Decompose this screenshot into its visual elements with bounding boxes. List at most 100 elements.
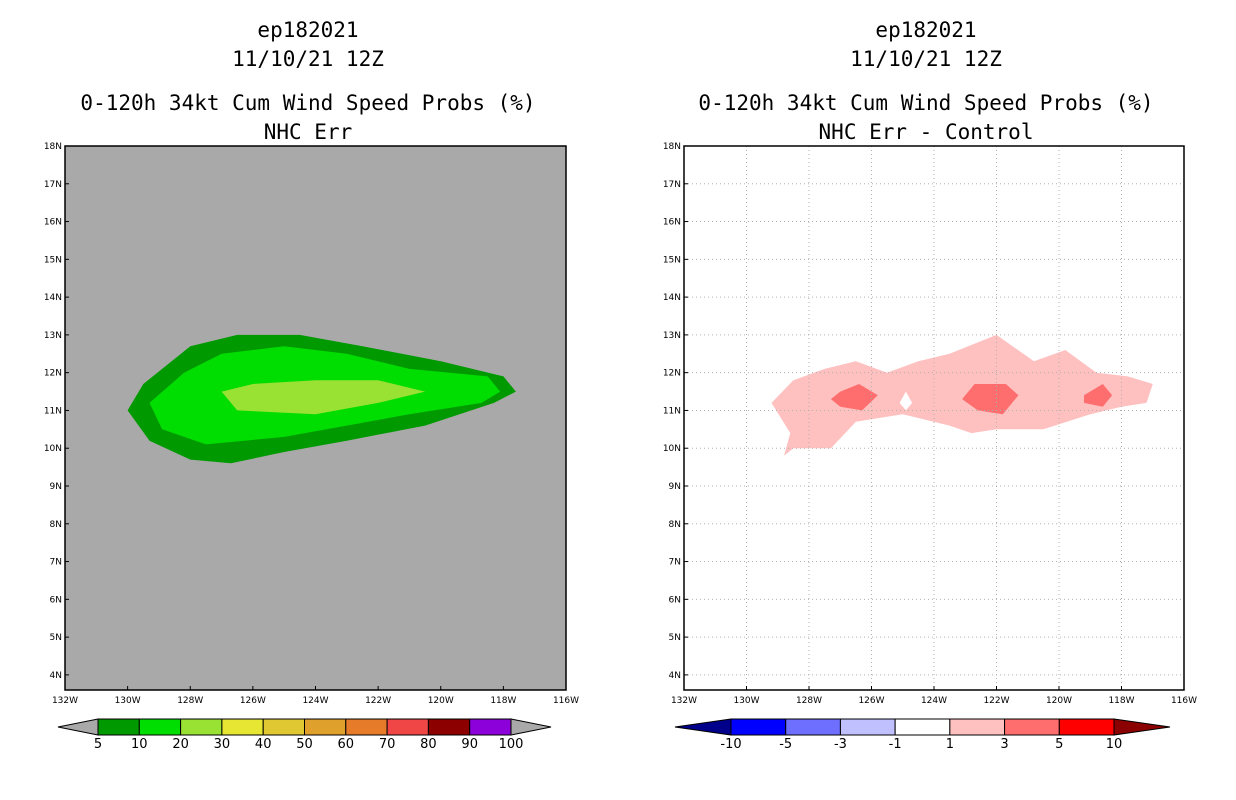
y-tick-label: 16N [663, 218, 681, 228]
y-tick-label: 12N [44, 369, 62, 379]
colorbar-label: 1 [946, 737, 954, 752]
colorbar-label: 90 [461, 737, 478, 752]
x-tick-label: 126W [858, 696, 884, 706]
y-tick-label: 7N [669, 558, 681, 568]
y-tick-label: 6N [50, 595, 62, 605]
y-tick-label: 4N [50, 671, 62, 681]
y-tick-label: 15N [44, 255, 62, 265]
colorbar-box-0 [97, 718, 140, 736]
colorbar-label: 30 [214, 737, 231, 752]
colorbar-label: 70 [379, 737, 396, 752]
colorbar-label: 100 [499, 737, 524, 752]
left-subtitle: NHC Err [264, 120, 353, 144]
y-tick-label: 8N [50, 520, 62, 530]
y-tick-label: 12N [663, 369, 681, 379]
left-date: 11/10/21 12Z [232, 47, 384, 71]
x-tick-label: 130W [733, 696, 759, 706]
y-tick-label: 9N [50, 482, 62, 492]
colorbar-label: 10 [131, 737, 148, 752]
y-tick-label: 11N [44, 406, 62, 416]
right-titles: ep182021 11/10/21 12Z 0-120h 34kt Cum Wi… [698, 18, 1153, 144]
x-tick-label: 128W [796, 696, 822, 706]
colorbar-box-6 [345, 718, 388, 736]
x-tick-label: 128W [177, 696, 203, 706]
colorbar-label: 5 [94, 737, 102, 752]
x-tick-label: 122W [983, 696, 1009, 706]
x-tick-label: 118W [490, 696, 516, 706]
colorbar-box-7 [386, 718, 429, 736]
y-tick-label: 17N [44, 180, 62, 190]
y-tick-label: 17N [663, 180, 681, 190]
colorbar-box-9 [469, 718, 512, 736]
x-tick-label: 126W [240, 696, 266, 706]
colorbar-box-4 [949, 718, 1006, 736]
contour-level-0-4 [899, 391, 913, 411]
colorbar-label: 40 [255, 737, 272, 752]
x-tick-label: 124W [921, 696, 947, 706]
colorbar-box-3 [221, 718, 264, 736]
x-tick-label: 122W [365, 696, 391, 706]
x-tick-label: 130W [115, 696, 141, 706]
contour-level-3-2 [962, 384, 1019, 415]
left-map-panel: 132W 130W 128W 126W 124W 122W 120W 118W 116W 4N 5N… [44, 142, 579, 706]
x-tick-label: 120W [1046, 696, 1072, 706]
x-tick-label: 124W [302, 696, 328, 706]
y-tick-label: 6N [669, 595, 681, 605]
colorbar-box-6 [1058, 718, 1115, 736]
x-tick-label: 116W [1171, 696, 1197, 706]
colorbar-label: 3 [1000, 737, 1008, 752]
y-tick-label: 13N [44, 331, 62, 341]
y-tick-label: 8N [669, 520, 681, 530]
right-map-panel: 132W 130W 128W 126W 124W 122W 120W 118W 116W 4N 5N… [663, 142, 1197, 706]
y-tick-label: 18N [663, 142, 681, 152]
y-tick-label: 14N [44, 293, 62, 303]
right-title: 0-120h 34kt Cum Wind Speed Probs (%) [698, 91, 1153, 115]
y-tick-label: 16N [44, 218, 62, 228]
colorbar-box-1 [138, 718, 182, 736]
y-tick-label: 9N [669, 482, 681, 492]
colorbar-box-1 [785, 718, 841, 736]
colorbar-box-2 [180, 718, 223, 736]
y-tick-label: 7N [50, 558, 62, 568]
colorbar-label: 50 [296, 737, 313, 752]
x-tick-label: 132W [52, 696, 78, 706]
left-storm-id: ep182021 [257, 18, 358, 42]
colorbar-box-5 [304, 718, 347, 736]
colorbar-label: 60 [338, 737, 355, 752]
x-tick-label: 120W [428, 696, 454, 706]
contour-level-1-0 [771, 334, 1153, 456]
y-tick-label: 13N [663, 331, 681, 341]
left-titles: ep182021 11/10/21 12Z 0-120h 34kt Cum Wi… [80, 18, 535, 144]
contour-level-3-3 [1084, 384, 1113, 407]
x-tick-label: 132W [671, 696, 697, 706]
left-colorbar: 5 10 20 30 40 50 60 70 80 90 100 [57, 718, 552, 752]
right-storm-id: ep182021 [875, 18, 976, 42]
colorbar-box-5 [1004, 718, 1060, 736]
y-tick-label: 5N [669, 633, 681, 643]
colorbar-label: -10 [720, 737, 741, 752]
colorbar-label: 20 [172, 737, 189, 752]
colorbar-label: 10 [1106, 737, 1123, 752]
x-tick-label: 116W [553, 696, 579, 706]
y-tick-label: 11N [663, 406, 681, 416]
colorbar-box-4 [262, 718, 306, 736]
contour-level-20-2 [221, 380, 426, 415]
y-tick-label: 5N [50, 633, 62, 643]
y-tick-label: 18N [44, 142, 62, 152]
y-tick-label: 10N [44, 444, 62, 454]
y-tick-label: 4N [669, 671, 681, 681]
colorbar-box-2 [839, 718, 896, 736]
colorbar-box-8 [427, 718, 471, 736]
y-tick-label: 15N [663, 255, 681, 265]
y-tick-label: 14N [663, 293, 681, 303]
x-tick-label: 118W [1108, 696, 1134, 706]
right-colorbar: -10 -5 -3 -1 1 3 5 10 [674, 718, 1171, 752]
colorbar-end-arrow [510, 718, 552, 736]
right-subtitle: NHC Err - Control [819, 120, 1034, 144]
colorbar-label: 5 [1055, 737, 1063, 752]
colorbar-start-arrow [57, 718, 99, 736]
contour-level-3-1 [830, 384, 878, 411]
y-tick-label: 10N [663, 444, 681, 454]
colorbar-start-arrow [674, 718, 732, 736]
